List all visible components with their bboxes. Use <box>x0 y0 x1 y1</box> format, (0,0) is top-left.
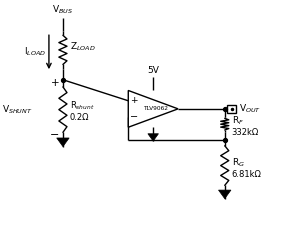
Text: 6.81kΩ: 6.81kΩ <box>232 170 261 179</box>
Text: 5V: 5V <box>147 65 159 74</box>
Text: +: + <box>130 96 138 105</box>
Text: V$_{OUT}$: V$_{OUT}$ <box>239 103 261 115</box>
Text: −: − <box>50 130 59 140</box>
Text: 332kΩ: 332kΩ <box>232 128 259 137</box>
Polygon shape <box>148 134 159 141</box>
FancyBboxPatch shape <box>227 105 236 113</box>
Text: +: + <box>50 78 59 88</box>
Text: R$_F$: R$_F$ <box>232 115 244 127</box>
Polygon shape <box>57 138 69 147</box>
Polygon shape <box>219 190 231 199</box>
Polygon shape <box>128 90 178 127</box>
Text: TLV9062: TLV9062 <box>143 106 168 111</box>
Text: V$_{BUS}$: V$_{BUS}$ <box>52 3 73 16</box>
Text: R$_{shunt}$: R$_{shunt}$ <box>70 100 94 112</box>
Text: −: − <box>130 112 138 122</box>
Text: V$_{SHUNT}$: V$_{SHUNT}$ <box>2 103 33 116</box>
Text: Z$_{LOAD}$: Z$_{LOAD}$ <box>70 41 95 53</box>
Text: I$_{LOAD}$: I$_{LOAD}$ <box>24 46 46 59</box>
Text: R$_G$: R$_G$ <box>232 156 244 169</box>
Text: 0.2Ω: 0.2Ω <box>70 113 89 122</box>
